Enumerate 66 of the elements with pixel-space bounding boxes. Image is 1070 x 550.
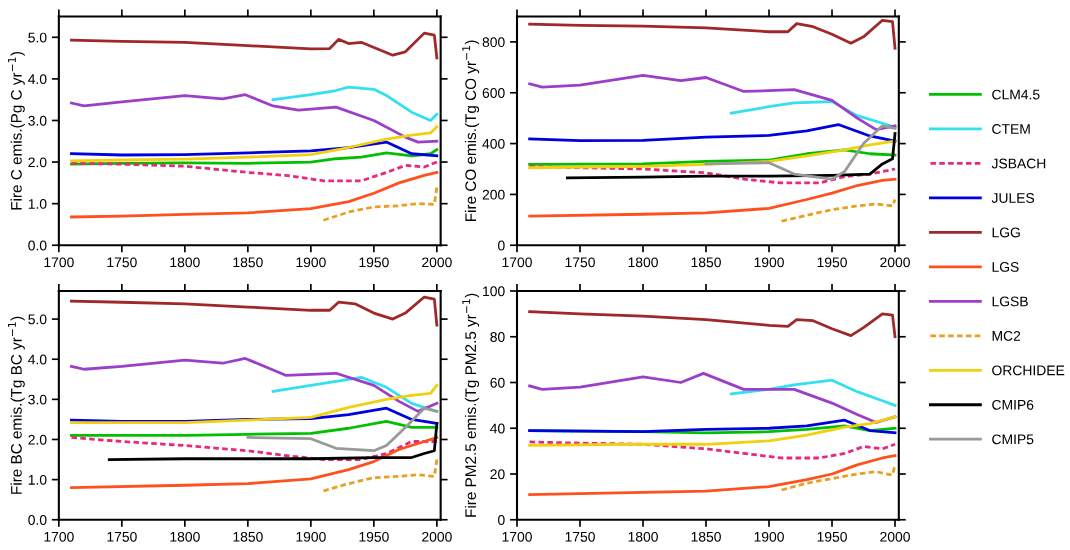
x-tick-label: 1750	[107, 257, 137, 268]
y-tick-label: 100	[483, 286, 505, 297]
x-tick-label: 1700	[44, 257, 74, 268]
y-tick-label: 3.0	[28, 115, 47, 126]
x-tick-label: 2000	[422, 257, 452, 268]
y-tick-label: 2.0	[28, 434, 47, 445]
y-tick-label: 0.0	[28, 515, 47, 525]
x-tick-label: 1950	[817, 257, 847, 268]
y-tick-label: 800	[482, 37, 505, 48]
y-tick-label: 600	[482, 88, 505, 98]
y-tick-label: 400	[482, 138, 505, 149]
x-tick-label: 1700	[502, 531, 532, 542]
y-tick-label: 4.0	[28, 354, 47, 365]
legend-label: JSBACH	[991, 158, 1046, 169]
y-axis-title: Fire PM2.5 emis.(Tg PM2.5 yr$^{−1}$)	[462, 293, 480, 517]
y-tick-label: 1.0	[28, 198, 47, 209]
x-tick-label: 1850	[691, 257, 721, 268]
x-tick-label: 1900	[296, 257, 326, 268]
legend-label: ORCHIDEE	[992, 365, 1065, 376]
x-tick-label: 1950	[359, 257, 389, 268]
x-tick-label: 1750	[107, 531, 137, 542]
legend-label: CMIP5	[992, 434, 1034, 445]
x-tick-label: 1900	[754, 531, 784, 542]
y-tick-label: 200	[482, 189, 505, 200]
legend-label: LGSB	[992, 296, 1028, 307]
y-tick-label: 3.0	[28, 394, 47, 405]
legend-label: CLM4.5	[992, 89, 1040, 100]
legend-label: CTEM	[992, 124, 1030, 134]
x-tick-label: 1750	[565, 531, 595, 542]
y-axis-title: Fire BC emis.(Tg BC yr$^{−1}$)	[8, 316, 25, 494]
y-tick-label: 5.0	[28, 32, 47, 43]
x-tick-label: 1700	[502, 257, 532, 268]
y-axis-title: Fire C emis.(Pg C yr$^{−1}$)	[8, 51, 25, 210]
x-tick-label: 1850	[691, 531, 721, 542]
x-tick-label: 1800	[628, 531, 658, 542]
x-tick-label: 2000	[880, 257, 910, 268]
legend-label: MC2	[992, 330, 1021, 341]
y-axis-title: Fire CO emis.(Tg CO yr$^{−1}$)	[462, 40, 480, 221]
x-tick-label: 1850	[233, 531, 263, 542]
legend-label: CMIP6	[992, 399, 1034, 410]
x-tick-label: 1800	[628, 257, 658, 268]
y-tick-label: 0	[498, 240, 505, 251]
x-tick-label: 1950	[359, 531, 389, 542]
y-tick-label: 0	[498, 515, 505, 525]
x-tick-label: 1700	[44, 531, 74, 542]
x-tick-label: 1900	[754, 257, 784, 268]
y-tick-label: 2.0	[28, 157, 47, 168]
y-tick-label: 1.0	[28, 474, 47, 485]
x-tick-label: 1800	[170, 531, 200, 542]
y-tick-label: 40	[490, 423, 505, 434]
x-tick-label: 2000	[880, 531, 910, 542]
y-tick-label: 5.0	[28, 314, 47, 325]
y-tick-label: 4.0	[28, 74, 47, 85]
x-tick-label: 1950	[817, 531, 847, 542]
legend-label: LGS	[992, 262, 1019, 272]
x-tick-label: 2000	[422, 531, 452, 542]
x-tick-label: 1750	[565, 257, 595, 268]
x-tick-label: 1800	[170, 257, 200, 268]
legend-label: LGG	[992, 227, 1020, 238]
y-tick-label: 60	[490, 377, 505, 388]
x-tick-label: 1850	[233, 257, 263, 268]
y-tick-label: 80	[490, 332, 505, 342]
x-tick-label: 1900	[296, 531, 326, 542]
y-tick-label: 20	[490, 469, 505, 480]
y-tick-label: 0.0	[28, 240, 47, 251]
legend-label: JULES	[991, 193, 1035, 203]
